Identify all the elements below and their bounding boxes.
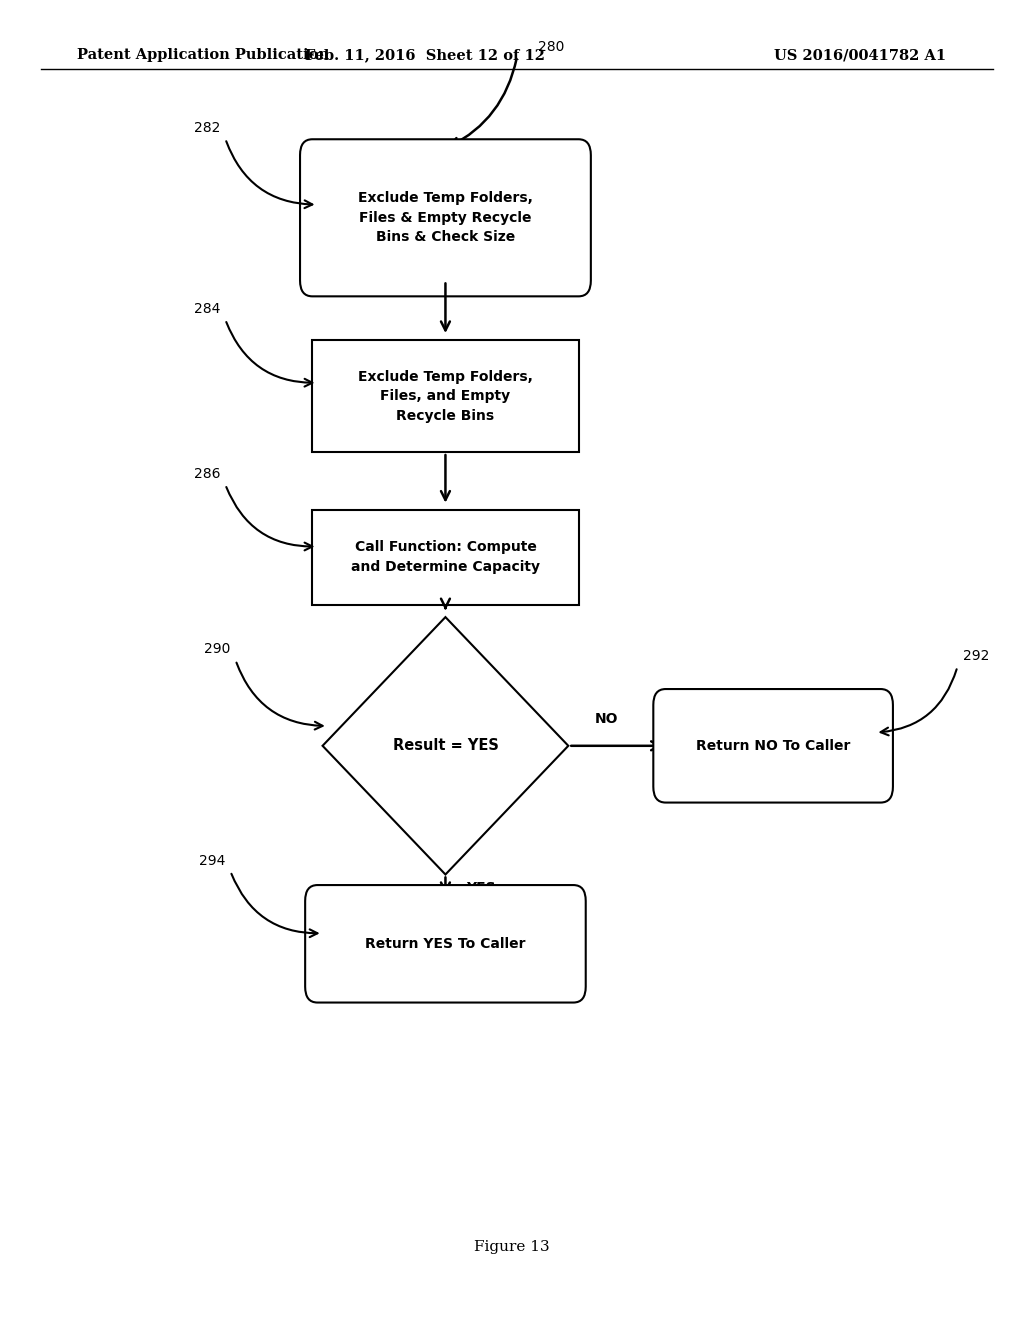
- Text: Feb. 11, 2016  Sheet 12 of 12: Feb. 11, 2016 Sheet 12 of 12: [305, 49, 545, 62]
- Text: 294: 294: [199, 854, 225, 867]
- Bar: [312, 341, 579, 451]
- Text: 282: 282: [194, 121, 220, 135]
- FancyBboxPatch shape: [300, 140, 591, 297]
- Text: NO: NO: [595, 711, 618, 726]
- Text: Call Function: Compute
and Determine Capacity: Call Function: Compute and Determine Cap…: [351, 540, 540, 574]
- FancyBboxPatch shape: [653, 689, 893, 803]
- Text: Exclude Temp Folders,
Files, and Empty
Recycle Bins: Exclude Temp Folders, Files, and Empty R…: [358, 370, 532, 422]
- Text: 286: 286: [194, 467, 220, 480]
- Text: Figure 13: Figure 13: [474, 1241, 550, 1254]
- Text: 284: 284: [194, 302, 220, 315]
- Text: Patent Application Publication: Patent Application Publication: [77, 49, 329, 62]
- FancyBboxPatch shape: [305, 886, 586, 1003]
- Text: Return NO To Caller: Return NO To Caller: [696, 739, 850, 752]
- Polygon shape: [323, 618, 568, 874]
- Text: US 2016/0041782 A1: US 2016/0041782 A1: [774, 49, 946, 62]
- Text: Return YES To Caller: Return YES To Caller: [366, 937, 525, 950]
- Text: YES: YES: [466, 880, 496, 895]
- Text: 292: 292: [963, 649, 989, 663]
- Text: 290: 290: [204, 643, 230, 656]
- Bar: [312, 510, 579, 605]
- Text: Result = YES: Result = YES: [392, 738, 499, 754]
- Text: Exclude Temp Folders,
Files & Empty Recycle
Bins & Check Size: Exclude Temp Folders, Files & Empty Recy…: [358, 191, 532, 244]
- Text: 280: 280: [538, 40, 564, 54]
